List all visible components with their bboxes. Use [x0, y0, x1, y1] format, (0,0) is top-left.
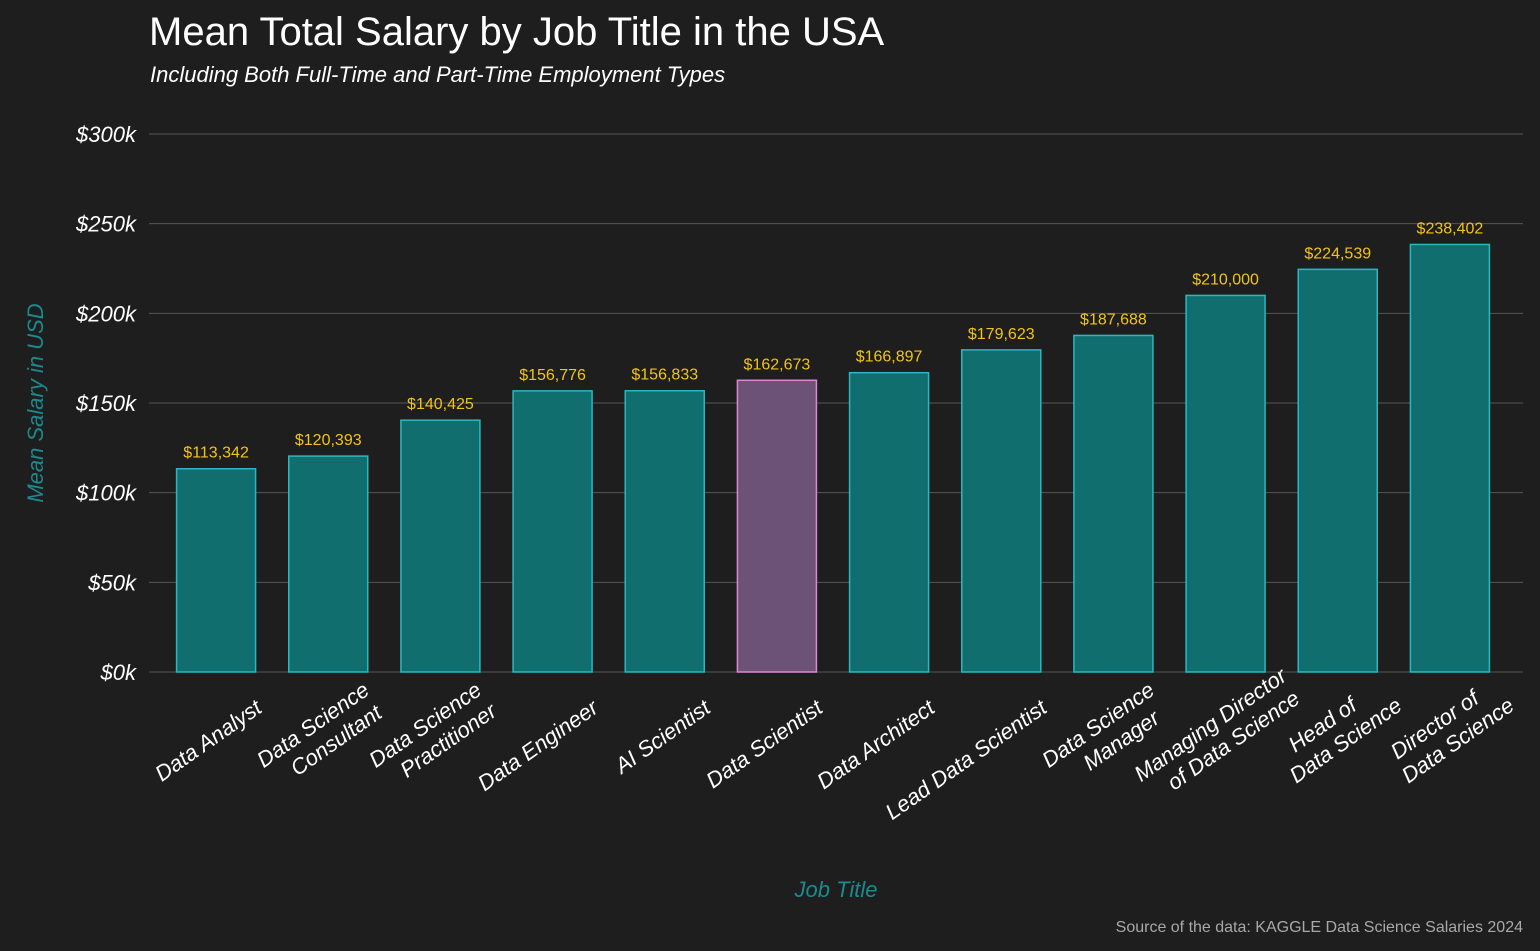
y-axis-ticks: $0k $50k $100k $150k $200k $250k $300k: [75, 122, 137, 685]
y-tick-label: $0k: [100, 660, 137, 685]
bar: [624, 389, 705, 673]
y-tick-label: $200k: [75, 301, 137, 326]
bar-value-label: $113,342: [183, 445, 249, 462]
bar: [1409, 243, 1491, 673]
source-caption: Source of the data: KAGGLE Data Science …: [1116, 919, 1523, 936]
bar-value-label: $210,000: [1192, 271, 1259, 288]
x-tick-label: Data Analyst: [150, 694, 267, 786]
bar-value-label: $156,776: [519, 367, 586, 384]
x-tick-label: Managing Directorof Data Science: [1129, 662, 1307, 808]
bar: [288, 455, 369, 673]
gridlines: [149, 133, 1523, 673]
bar-value-label: $224,539: [1304, 245, 1371, 262]
x-tick-label: Data ScienceConsultant: [252, 677, 388, 794]
bar-value-label: $166,897: [856, 349, 923, 366]
bar-value-label: $162,673: [744, 356, 811, 373]
bar: [175, 467, 257, 673]
bar: [1073, 334, 1154, 673]
bar-value-label: $156,833: [631, 367, 698, 384]
bar-value-label: $187,688: [1080, 311, 1147, 328]
y-tick-label: $250k: [75, 212, 137, 237]
bars: [175, 243, 1491, 673]
x-tick-label: AI Scientist: [609, 694, 716, 779]
bar: [400, 419, 481, 673]
bar: [848, 371, 930, 673]
bar-value-label: $140,425: [407, 396, 474, 413]
x-tick-label: Director ofData Science: [1382, 671, 1518, 788]
y-tick-label: $100k: [75, 481, 137, 506]
bar: [512, 390, 593, 673]
bar: [1185, 294, 1266, 673]
y-tick-label: $50k: [87, 570, 137, 595]
y-axis-title: Mean Salary in USD: [23, 303, 48, 502]
bar-value-label: $179,623: [968, 326, 1035, 343]
x-tick-label: Data Scientist: [701, 694, 827, 793]
x-axis-title: Job Title: [794, 877, 878, 902]
bar: [961, 349, 1042, 673]
bar-value-labels: $113,342 $120,393 $140,425 $156,776 $156,833…: [183, 220, 1483, 461]
y-tick-label: $300k: [75, 122, 137, 147]
bar-value-label: $120,393: [295, 432, 362, 449]
bar-value-label: $238,402: [1417, 220, 1484, 237]
bar: [736, 379, 818, 673]
y-tick-label: $150k: [75, 391, 137, 416]
bar: [1297, 268, 1378, 673]
chart-title: Mean Total Salary by Job Title in the US…: [149, 10, 885, 54]
chart-subtitle: Including Both Full-Time and Part-Time E…: [150, 62, 725, 87]
